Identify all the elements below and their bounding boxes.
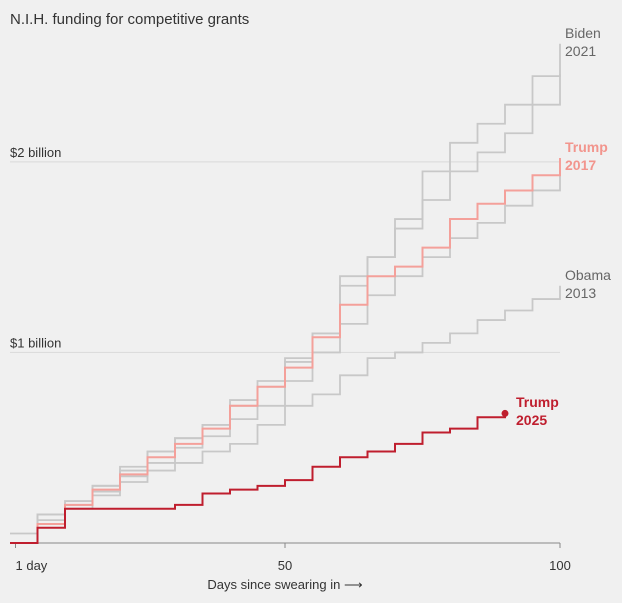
series-label: Trump 2017 <box>565 139 608 174</box>
chart-title: N.I.H. funding for competitive grants <box>10 11 249 28</box>
series-line <box>10 285 561 535</box>
x-axis-label: Days since swearing in ⟶ <box>207 577 362 592</box>
series-label: Obama 2013 <box>565 266 611 301</box>
y-tick-label: $1 billion <box>10 335 61 350</box>
series-line <box>10 43 561 544</box>
y-tick-label: $2 billion <box>10 145 61 160</box>
series-line <box>10 74 561 544</box>
end-dot <box>501 409 509 417</box>
x-tick-label: 100 <box>549 558 571 573</box>
x-tick-label: 50 <box>278 558 292 573</box>
series-label: Biden 2021 <box>565 24 601 59</box>
series-line <box>10 158 561 544</box>
series-label: Trump 2025 <box>516 394 559 429</box>
x-tick-label: 1 day <box>16 558 48 573</box>
series-line <box>10 413 506 544</box>
